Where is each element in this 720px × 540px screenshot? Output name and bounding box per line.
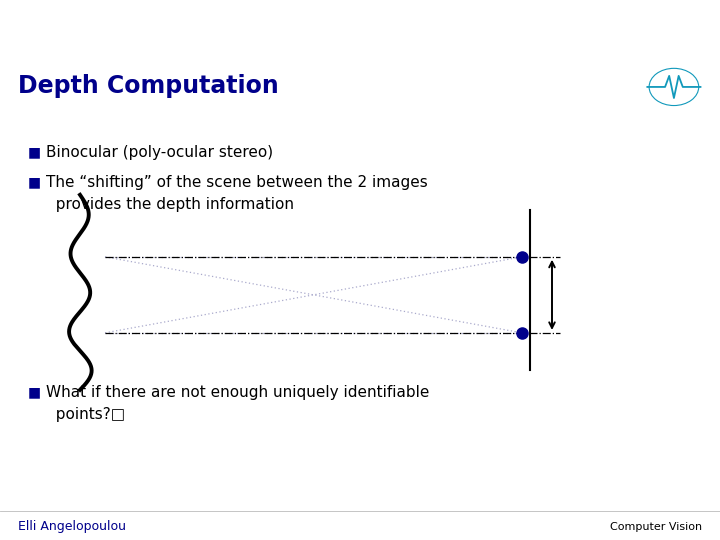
- Text: ■: ■: [28, 175, 41, 189]
- Text: ■: ■: [28, 385, 41, 399]
- Text: What if there are not enough uniquely identifiable: What if there are not enough uniquely id…: [46, 385, 429, 400]
- Text: ■: ■: [28, 145, 41, 159]
- Text: Depth Computation: Depth Computation: [18, 74, 279, 98]
- Text: provides the depth information: provides the depth information: [46, 197, 294, 212]
- Text: Computer Vision: Computer Vision: [610, 522, 702, 532]
- Text: Binocular (poly-ocular stereo): Binocular (poly-ocular stereo): [46, 145, 273, 160]
- Text: The “shifting” of the scene between the 2 images: The “shifting” of the scene between the …: [46, 175, 428, 190]
- Text: Page 18: Page 18: [663, 17, 702, 27]
- Text: Elli Angelopoulou: Elli Angelopoulou: [18, 520, 126, 533]
- Text: points?□: points?□: [46, 407, 125, 422]
